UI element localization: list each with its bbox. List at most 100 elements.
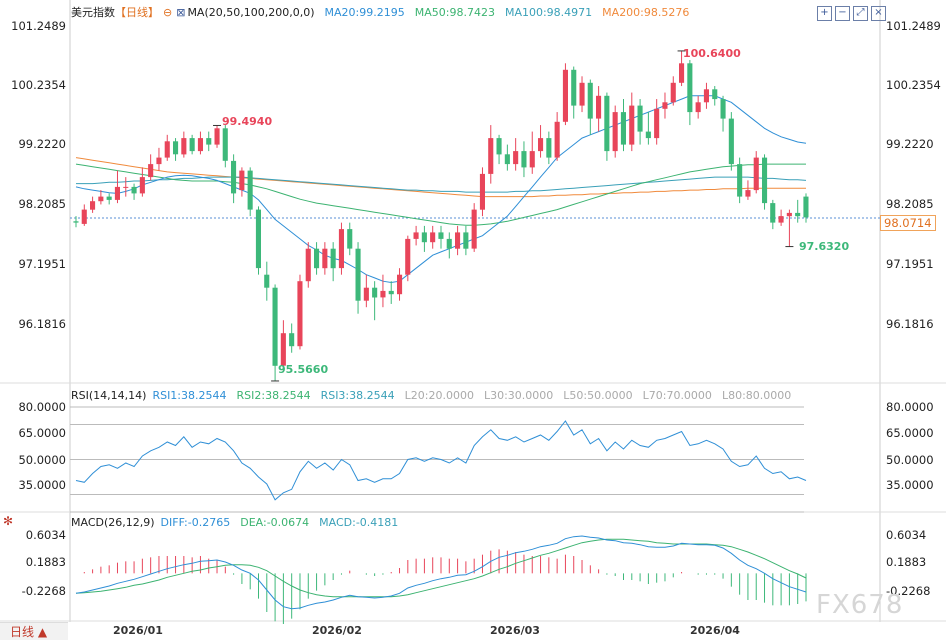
window-controls: + − ⤢ × [817, 5, 889, 21]
ma100-value: MA100:98.4971 [504, 6, 593, 19]
main-legend: 美元指数【日线】 ⊖ ⊠ MA(20,50,100,200,0,0) MA20:99.2… [71, 6, 699, 20]
candle-body [305, 248, 311, 282]
candle-body [504, 154, 510, 165]
candle-body [206, 138, 212, 145]
candle-body [214, 128, 220, 145]
high-annotation: 99.4940 [222, 115, 273, 128]
dea-value: DEA:-0.0674 [240, 516, 310, 529]
candle-body [479, 173, 485, 210]
candle-body [421, 232, 427, 243]
candle-body [662, 102, 668, 109]
candle-body [264, 274, 270, 288]
candle-body [314, 248, 320, 269]
l70-value: L70:70.0000 [642, 389, 712, 402]
zoom-out-icon[interactable]: − [835, 6, 850, 21]
diff-value: DIFF:-0.2765 [160, 516, 231, 529]
price-tick-label: 99.2220 [18, 137, 66, 151]
candle-body [654, 108, 660, 139]
candle-body [529, 151, 535, 168]
candle-body [620, 112, 626, 145]
candle-body [571, 69, 577, 106]
candle-body [712, 89, 718, 100]
l50-value: L50:50.0000 [563, 389, 633, 402]
candle-body [596, 95, 602, 119]
candle-body [338, 229, 344, 269]
candle-body [679, 63, 685, 83]
macd-legend: MACD(26,12,9) DIFF:-0.2765 DEA:-0.0674 MACD… [71, 516, 408, 530]
candle-body [363, 287, 369, 301]
rsi3-value: RSI3:38.2544 [320, 389, 395, 402]
candle-body [397, 274, 403, 295]
chart-title: 美元指数 [71, 6, 115, 19]
rsi1-value: RSI1:38.2544 [152, 389, 227, 402]
candle-body [604, 95, 610, 152]
candle-body [231, 160, 237, 194]
macd-tick-label: 0.1883 [886, 555, 927, 569]
price-tick-label: 100.2354 [11, 78, 66, 92]
candle-body [778, 216, 784, 223]
gear-icon[interactable]: ✻ [3, 514, 14, 528]
macd-tick-label: 0.1883 [25, 555, 66, 569]
macd-tick-label: -0.2268 [21, 584, 66, 598]
candle-body [637, 105, 643, 132]
candle-body [438, 232, 444, 239]
l20-value: L20:20.0000 [404, 389, 474, 402]
price-tick-label: 100.2354 [886, 78, 941, 92]
rsi-tick-label: 65.0000 [886, 426, 934, 440]
date-tick-label: 2026/04 [690, 624, 740, 637]
candle-body [720, 99, 726, 119]
ma20-line [75, 95, 807, 284]
candle-body [496, 138, 502, 155]
candle-body [687, 63, 693, 113]
price-tick-label: 98.2085 [886, 197, 934, 211]
current-price-label: 98.0714 [880, 215, 936, 231]
candle-body [562, 69, 568, 122]
candle-body [670, 82, 676, 103]
candle-body [139, 177, 145, 194]
diff-line [75, 535, 807, 610]
ma200-line [75, 157, 806, 198]
candle-body [280, 333, 286, 366]
candle-body [123, 186, 129, 188]
candle-body [695, 102, 701, 113]
candle-body [728, 118, 734, 165]
candle-body [98, 196, 104, 202]
rsi-tick-label: 35.0000 [886, 478, 934, 492]
price-tick-label: 101.2489 [11, 19, 66, 33]
candle-body [330, 248, 336, 269]
candle-body [579, 82, 585, 106]
candle-body [405, 238, 411, 275]
candle-body [173, 141, 179, 155]
price-tick-label: 101.2489 [886, 19, 941, 33]
candle-body [703, 89, 709, 103]
rsi-tick-label: 65.0000 [18, 426, 66, 440]
macd-tick-label: 0.6034 [886, 528, 927, 542]
settings-icon[interactable]: ⊖ [163, 6, 173, 19]
expand-icon[interactable]: ⤢ [853, 6, 868, 21]
candle-body [189, 138, 195, 152]
rsi-tick-label: 50.0000 [18, 453, 66, 467]
price-tick-label: 98.2085 [18, 197, 66, 211]
candle-body [463, 232, 469, 249]
rsi-params: RSI(14,14,14) [71, 389, 147, 402]
price-tick-label: 96.1816 [18, 317, 66, 331]
candle-body [770, 203, 776, 223]
candle-body [612, 112, 618, 152]
candle-body [488, 138, 494, 174]
ma-params: MA(20,50,100,200,0,0) [187, 6, 315, 19]
watermark: FX678 [816, 590, 904, 620]
ma200-value: MA200:98.5276 [602, 6, 690, 19]
candle-body [372, 287, 378, 298]
period-selector-button[interactable]: 日线 ▲ [0, 622, 68, 640]
candle-body [322, 248, 328, 269]
close-icon[interactable]: × [871, 6, 886, 21]
candle-body [538, 138, 544, 152]
candle-body [795, 212, 801, 217]
ma100-line [76, 176, 807, 193]
candle-body [272, 287, 278, 366]
zoom-in-icon[interactable]: + [817, 6, 832, 21]
candle-body [131, 186, 137, 194]
macd-value: MACD:-0.4181 [319, 516, 399, 529]
